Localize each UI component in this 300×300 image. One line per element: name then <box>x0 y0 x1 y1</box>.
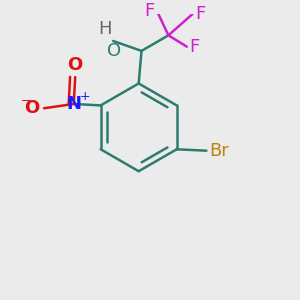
Text: −: − <box>20 95 31 108</box>
Text: +: + <box>79 90 90 103</box>
Text: O: O <box>68 56 83 74</box>
Text: F: F <box>190 38 200 56</box>
Text: N: N <box>66 95 81 113</box>
Text: O: O <box>25 99 40 117</box>
Text: O: O <box>107 42 121 60</box>
Text: H: H <box>98 20 112 38</box>
Text: Br: Br <box>209 142 229 160</box>
Text: F: F <box>195 5 206 23</box>
Text: F: F <box>144 2 154 20</box>
